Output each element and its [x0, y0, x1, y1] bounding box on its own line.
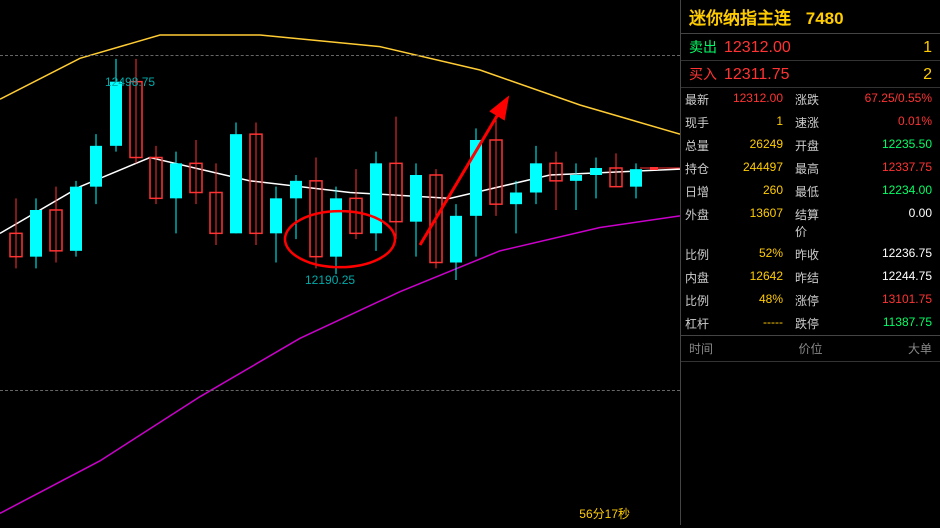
change-label: 涨跌 — [791, 88, 833, 111]
lev-value: ----- — [723, 312, 791, 335]
limup-label: 涨停 — [791, 289, 833, 312]
buy-qty: 2 — [892, 66, 932, 84]
daily-value: 260 — [723, 180, 791, 203]
settle-label: 结算价 — [791, 203, 833, 243]
sell-row[interactable]: 卖出 12312.00 1 — [681, 34, 940, 61]
instrument-code: 7480 — [806, 9, 844, 28]
ratio2-label: 比例 — [681, 289, 723, 312]
high-price-annotation: 12498.75 — [105, 75, 155, 89]
sell-qty: 1 — [892, 39, 932, 57]
buy-label: 买入 — [689, 64, 724, 84]
col-big: 大单 — [872, 340, 932, 357]
rate-value: 0.01% — [833, 111, 940, 134]
buy-price: 12311.75 — [724, 66, 892, 84]
low-label: 最低 — [791, 180, 833, 203]
quote-data-grid: 最新 12312.00 涨跌 67.25/0.55% 现手 1 速涨 0.01%… — [681, 88, 940, 336]
ratio2-value: 48% — [723, 289, 791, 312]
quote-sidebar: 迷你纳指主连 7480 卖出 12312.00 1 买入 12311.75 2 … — [680, 0, 940, 525]
upper-band-line — [0, 55, 680, 56]
prevs-label: 昨结 — [791, 266, 833, 289]
countdown-timer: 56分17秒 — [579, 505, 630, 522]
instrument-title: 迷你纳指主连 7480 — [681, 0, 940, 34]
open-value: 12235.50 — [833, 134, 940, 157]
curvol-label: 现手 — [681, 111, 723, 134]
lev-label: 杠杆 — [681, 312, 723, 335]
out-label: 外盘 — [681, 203, 723, 243]
candlestick-chart — [0, 0, 680, 525]
ratio1-label: 比例 — [681, 243, 723, 266]
out-value: 13607 — [723, 203, 791, 243]
sell-label: 卖出 — [689, 37, 724, 57]
prevc-label: 昨收 — [791, 243, 833, 266]
limup-value: 13101.75 — [833, 289, 940, 312]
low-value: 12234.00 — [833, 180, 940, 203]
open-label: 开盘 — [791, 134, 833, 157]
daily-label: 日增 — [681, 180, 723, 203]
totvol-value: 26249 — [723, 134, 791, 157]
in-label: 内盘 — [681, 266, 723, 289]
settle-value: 0.00 — [833, 203, 940, 243]
prevc-value: 12236.75 — [833, 243, 940, 266]
instrument-name: 迷你纳指主连 — [689, 9, 791, 28]
tick-header: 时间 价位 大单 — [681, 336, 940, 362]
col-price: 价位 — [749, 340, 872, 357]
limdn-value: 11387.75 — [833, 312, 940, 335]
limdn-label: 跌停 — [791, 312, 833, 335]
totvol-label: 总量 — [681, 134, 723, 157]
prevs-value: 12244.75 — [833, 266, 940, 289]
oi-value: 244497 — [723, 157, 791, 180]
rate-label: 速涨 — [791, 111, 833, 134]
buy-row[interactable]: 买入 12311.75 2 — [681, 61, 940, 88]
lower-band-line — [0, 390, 680, 391]
low-price-annotation: 12190.25 — [305, 273, 355, 287]
latest-label: 最新 — [681, 88, 723, 111]
high-value: 12337.75 — [833, 157, 940, 180]
chart-area[interactable]: 12498.75 12190.25 56分17秒 — [0, 0, 680, 525]
in-value: 12642 — [723, 266, 791, 289]
sell-price: 12312.00 — [724, 39, 892, 57]
col-time: 时间 — [689, 340, 749, 357]
change-value: 67.25/0.55% — [833, 88, 940, 111]
ratio1-value: 52% — [723, 243, 791, 266]
high-label: 最高 — [791, 157, 833, 180]
curvol-value: 1 — [723, 111, 791, 134]
latest-value: 12312.00 — [723, 88, 791, 111]
oi-label: 持仓 — [681, 157, 723, 180]
